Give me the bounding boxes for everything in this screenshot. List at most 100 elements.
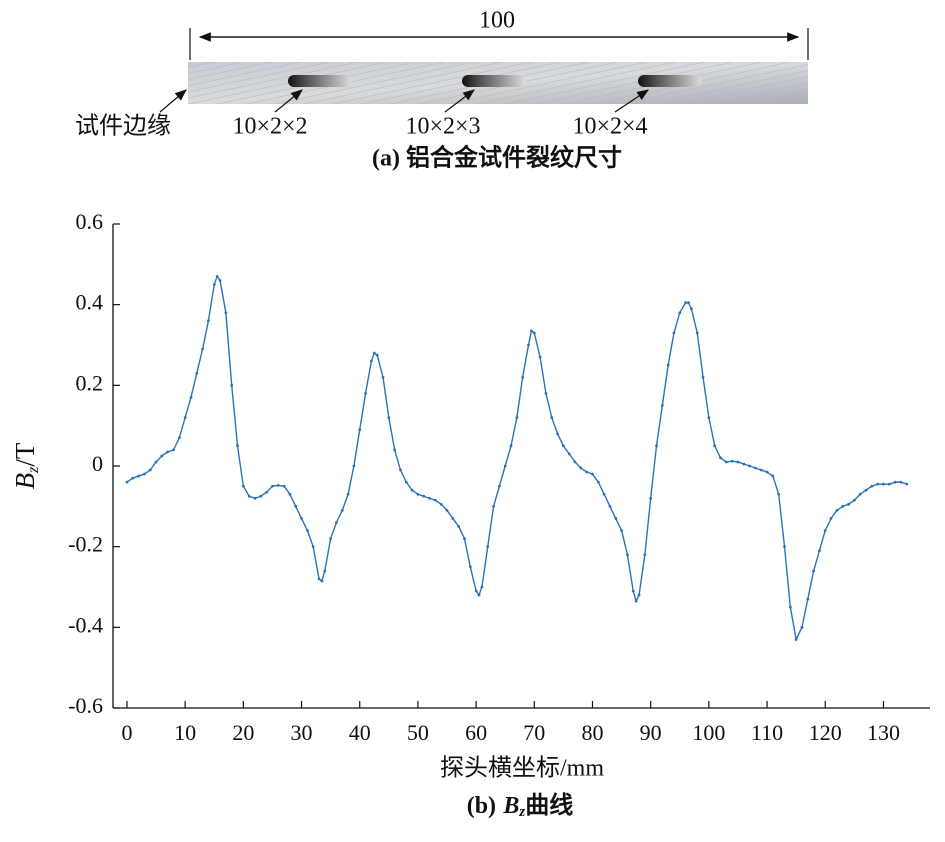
data-point <box>515 416 519 419</box>
data-point <box>497 484 501 488</box>
edge-label: 试件边缘 <box>75 113 171 140</box>
data-point <box>678 311 682 315</box>
data-point <box>154 460 158 464</box>
data-point <box>695 331 699 335</box>
data-point <box>358 428 362 432</box>
x-tick-label: 110 <box>751 720 783 745</box>
data-point <box>294 504 298 508</box>
data-point <box>561 444 565 448</box>
data-point <box>591 472 594 476</box>
data-point <box>265 490 269 494</box>
caption-subscript: z <box>518 804 525 820</box>
data-point <box>241 484 245 488</box>
data-point <box>602 492 606 496</box>
data-point <box>847 502 850 506</box>
data-point <box>643 553 647 557</box>
data-point <box>422 494 426 498</box>
data-point <box>230 383 234 387</box>
data-point <box>509 444 513 448</box>
y-label-unit: /T <box>10 442 40 467</box>
chart: -0.6 -0.4 -0.2 0 0.2 0.4 0.6 0 10 20 30 40 50 60 70 80 9… <box>10 209 930 820</box>
y-label-symbol: B <box>10 473 40 490</box>
x-tick-label: 20 <box>232 720 254 745</box>
data-point <box>259 494 263 498</box>
data-point <box>736 460 740 464</box>
data-point <box>521 375 525 379</box>
x-tick-label: 40 <box>349 720 371 745</box>
data-point <box>666 363 670 367</box>
data-point <box>858 492 862 496</box>
data-point <box>311 545 315 549</box>
data-point <box>788 605 792 609</box>
data-point <box>445 508 449 512</box>
data-point <box>143 472 146 476</box>
data-point <box>841 504 845 508</box>
pointer-arrow <box>274 89 303 113</box>
data-point <box>457 525 461 528</box>
data-point <box>742 462 746 466</box>
data-point <box>177 436 181 440</box>
data-point <box>404 480 408 484</box>
data-point <box>172 448 175 452</box>
y-tick-label: -0.6 <box>68 693 103 718</box>
y-tick-label: 0.2 <box>76 370 104 395</box>
data-point <box>218 279 222 282</box>
data-point <box>207 319 210 323</box>
crack-slot <box>288 75 352 87</box>
pointer-arrow <box>159 89 187 113</box>
data-point <box>352 464 356 468</box>
y-axis-label: Bz/T <box>10 442 41 489</box>
data-point <box>614 517 618 520</box>
data-point <box>320 579 324 583</box>
specimen-panel: 100 试件边缘 10×2×2 10×2×3 10×2×4 (a) 铝合金试件裂… <box>75 8 809 172</box>
data-point <box>317 577 321 581</box>
data-point <box>719 456 722 460</box>
data-point <box>707 416 711 419</box>
data-point <box>687 301 690 305</box>
data-point <box>480 585 484 589</box>
data-point <box>288 492 292 496</box>
data-point <box>393 448 397 452</box>
data-point <box>428 496 431 500</box>
data-point <box>835 508 839 512</box>
data-point <box>724 460 728 464</box>
y-tick-label: 0.6 <box>76 209 104 234</box>
data-point <box>492 504 495 508</box>
data-point <box>634 599 638 603</box>
x-tick-label: 60 <box>465 720 487 745</box>
data-point <box>532 331 536 335</box>
data-point <box>550 416 554 419</box>
data-point <box>748 464 752 468</box>
data-point <box>684 301 687 305</box>
data-point <box>463 537 466 540</box>
x-tick-label: 80 <box>581 720 603 745</box>
data-point <box>416 492 420 496</box>
data-point <box>433 498 437 502</box>
data-point <box>477 593 481 597</box>
crack-label: 10×2×3 <box>405 114 480 140</box>
data-point <box>410 488 414 492</box>
data-point <box>346 492 350 496</box>
data-point <box>637 593 641 597</box>
data-point <box>125 480 129 484</box>
data-point <box>160 454 164 458</box>
data-point <box>276 483 280 487</box>
y-tick-label: -0.2 <box>68 532 103 557</box>
crack-slot <box>462 75 526 87</box>
data-point <box>655 444 658 448</box>
data-point <box>818 549 821 553</box>
data-point <box>771 474 775 478</box>
data-point <box>381 375 385 379</box>
data-point <box>852 498 856 502</box>
data-point <box>876 482 880 486</box>
crack-slot <box>638 75 702 87</box>
data-point <box>649 496 653 500</box>
y-tick-label: 0 <box>92 451 103 476</box>
data-point <box>236 444 239 448</box>
data-point <box>148 468 152 472</box>
data-point <box>701 375 705 379</box>
crack-label: 10×2×2 <box>232 114 307 140</box>
caption-text: 曲线 <box>525 792 573 819</box>
data-point <box>608 504 612 508</box>
